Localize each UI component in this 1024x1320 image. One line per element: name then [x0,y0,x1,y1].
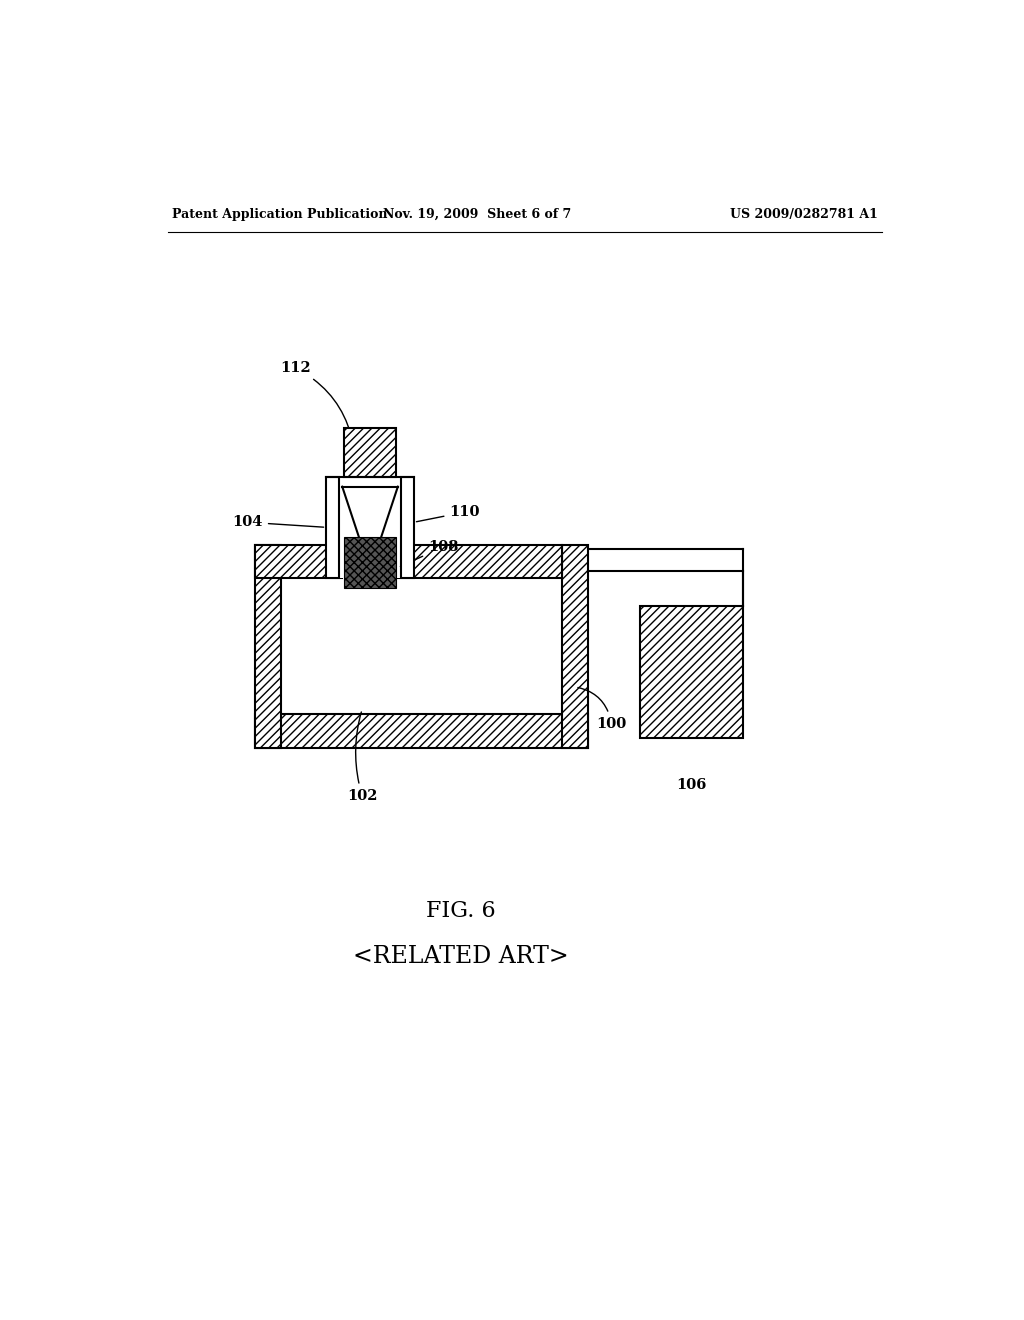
Text: 104: 104 [232,515,324,529]
Text: 112: 112 [280,360,353,445]
Text: 110: 110 [417,506,480,521]
Bar [344,428,396,477]
Bar [344,536,396,589]
Text: Patent Application Publication: Patent Application Publication [172,207,387,220]
Bar [339,477,401,578]
Bar [397,545,562,578]
Bar [327,477,339,578]
Text: 102: 102 [347,711,378,803]
Text: 108: 108 [400,540,459,566]
Text: <RELATED ART>: <RELATED ART> [353,945,569,968]
Text: 100: 100 [578,688,627,730]
Bar [562,545,588,748]
Bar [255,545,282,748]
Text: FIG. 6: FIG. 6 [427,899,496,921]
Bar [255,714,588,748]
Bar [255,545,342,578]
Text: US 2009/0282781 A1: US 2009/0282781 A1 [730,207,878,220]
Text: 106: 106 [676,779,707,792]
Bar [282,578,562,714]
Bar [640,606,743,738]
Text: Nov. 19, 2009  Sheet 6 of 7: Nov. 19, 2009 Sheet 6 of 7 [383,207,571,220]
Bar [401,477,414,578]
